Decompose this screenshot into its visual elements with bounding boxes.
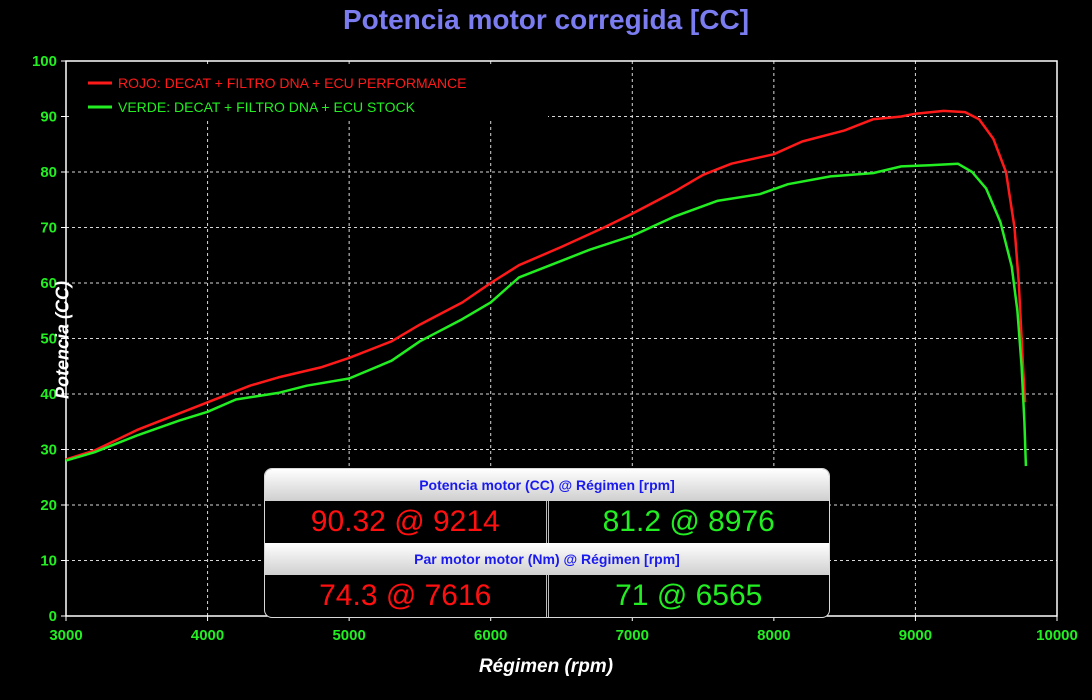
tick-labels: 0 10 20 30 40 50 60 70 80 90 100 3000 4000 5000 6000 70… [32,53,1078,644]
legend-label: VERDE: DECAT + FILTRO DNA + ECU STOCK [118,99,416,115]
series-line-verde [65,162,1028,467]
x-tick-label: 8000 [757,627,790,644]
chart-title: Potencia motor corregida [CC] [342,4,750,35]
grid [66,61,1057,616]
y-tick-label: 90 [40,109,57,126]
y-tick-label: 30 [40,442,57,459]
torque-green-value: 71 @ 6565 [615,579,763,612]
x-tick-label: 3000 [49,627,82,644]
x-tick-label: 9000 [899,627,932,644]
legend-label: ROJO: DECAT + FILTRO DNA + ECU PERFORMAN… [118,75,467,91]
legend-box [72,67,548,119]
y-tick-label: 50 [40,331,57,348]
power-row: 90.32 @ 9214 81.2 @ 8976 [265,501,829,543]
summary-table: Potencia motor (CC) @ Régimen [rpm] 90.3… [264,468,830,618]
y-tick-label: 80 [40,164,57,181]
x-axis-label: Régimen (rpm) [478,656,614,677]
torque-header: Par motor motor (Nm) @ Régimen [rpm] [265,543,829,575]
torque-red-value: 74.3 @ 7616 [265,575,549,617]
y-tick-label: 70 [40,220,57,237]
torque-row: 74.3 @ 7616 71 @ 6565 [265,575,829,617]
x-tick-label: 5000 [332,627,365,644]
y-axis-label: Potencia (CC) [52,280,73,400]
y-tick-label: 20 [40,497,57,514]
legend: ROJO: DECAT + FILTRO DNA + ECU PERFORMAN… [72,67,548,119]
x-tick-label: 4000 [191,627,224,644]
x-tick-label: 6000 [474,627,507,644]
x-tick-label: 10000 [1036,627,1078,644]
y-tick-label: 60 [40,275,57,292]
y-tick-label: 0 [49,608,57,625]
y-tick-label: 10 [40,553,57,570]
y-tick-label: 100 [32,53,57,70]
power-green-value: 81.2 @ 8976 [602,505,775,538]
series-line-rojo [65,109,1027,461]
power-red-value: 90.32 @ 9214 [265,501,549,543]
series-lines [65,109,1028,467]
power-header: Potencia motor (CC) @ Régimen [rpm] [265,469,829,501]
y-tick-label: 40 [40,386,57,403]
x-tick-label: 7000 [616,627,649,644]
